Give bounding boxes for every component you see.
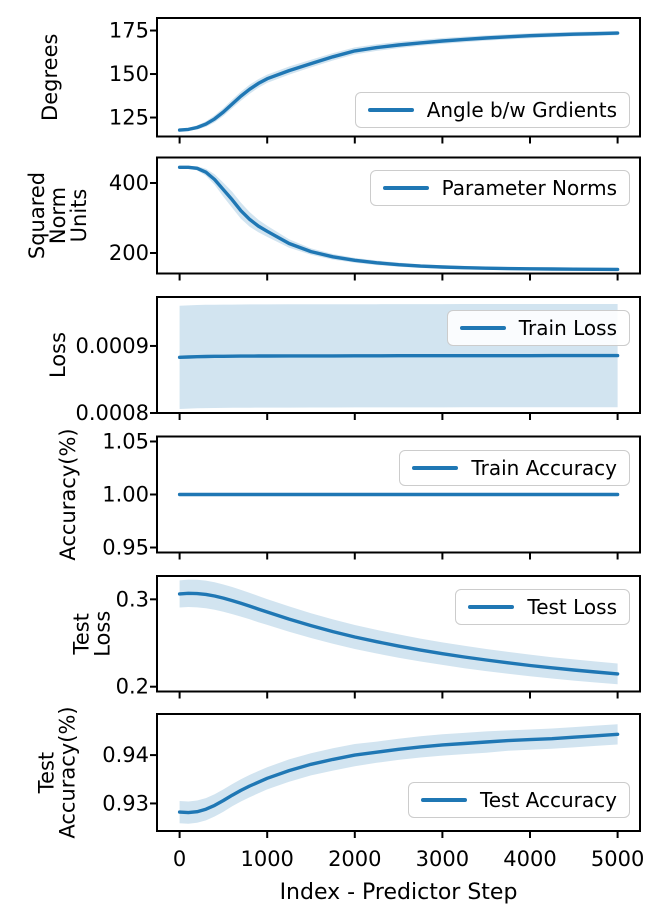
legend-line-swatch bbox=[367, 108, 414, 112]
y-axis-label: Loss bbox=[46, 332, 70, 378]
y-tick-label: 200 bbox=[109, 241, 149, 265]
data-line bbox=[177, 732, 620, 815]
subplot-frame bbox=[156, 575, 641, 693]
subplot-frame bbox=[156, 713, 641, 832]
y-axis-label: TestAccuracy(%) bbox=[35, 706, 80, 838]
y-tick-label: 0.3 bbox=[116, 587, 149, 611]
y-axis-label: Accuracy(%) bbox=[56, 428, 80, 560]
legend-line-swatch bbox=[459, 326, 506, 330]
x-tick-label: 3000 bbox=[416, 847, 469, 871]
x-tick-label: 1000 bbox=[240, 847, 293, 871]
subplot-angle-between-gradients: 125 150 175 Degrees bbox=[38, 17, 641, 144]
x-tick-label: 5000 bbox=[591, 847, 644, 871]
data-line bbox=[177, 31, 620, 132]
legend-line-swatch bbox=[420, 798, 467, 802]
data-line bbox=[177, 591, 620, 676]
y-tick-label: 0.95 bbox=[102, 536, 149, 560]
legend-label: Train Loss bbox=[518, 316, 617, 340]
subplot-frame bbox=[156, 156, 641, 275]
subplot-parameter-norms: 200 400 SquaredNormUnits bbox=[25, 156, 641, 281]
subplot-frame bbox=[156, 296, 641, 414]
legend-label: Parameter Norms bbox=[441, 176, 617, 200]
legend-angle-gradients: Angle b/w Grdients bbox=[354, 92, 630, 128]
legend-label: Test Accuracy bbox=[479, 788, 617, 812]
x-tick-label: 2000 bbox=[328, 847, 381, 871]
y-tick-label: 150 bbox=[109, 62, 149, 86]
legend-label: Train Accuracy bbox=[471, 456, 617, 480]
legend-test-loss: Test Loss bbox=[455, 589, 630, 625]
legend-parameter-norms: Parameter Norms bbox=[369, 170, 630, 206]
legend-label: Test Loss bbox=[527, 595, 617, 619]
y-tick-label: 1.00 bbox=[102, 483, 149, 507]
legend-line-swatch bbox=[412, 466, 459, 470]
y-tick-label: 0.2 bbox=[116, 675, 149, 699]
confidence-band bbox=[179, 579, 618, 685]
legend-test-accuracy: Test Accuracy bbox=[407, 782, 630, 818]
y-tick-label: 0.0009 bbox=[76, 334, 149, 358]
y-axis-label: Degrees bbox=[38, 34, 62, 121]
legend-train-accuracy: Train Accuracy bbox=[399, 450, 630, 486]
subplot-test-accuracy: 0.93 0.94 TestAccuracy(%) bbox=[35, 706, 641, 839]
confidence-band bbox=[179, 31, 618, 132]
y-tick-label: 0.94 bbox=[102, 743, 149, 767]
subplot-frame bbox=[156, 17, 641, 138]
y-tick-label: 0.0008 bbox=[76, 401, 149, 425]
data-line bbox=[177, 353, 620, 359]
x-tick-label: 4000 bbox=[503, 847, 556, 871]
confidence-band bbox=[179, 724, 618, 824]
y-tick-label: 0.93 bbox=[102, 791, 149, 815]
legend-label: Angle b/w Grdients bbox=[426, 98, 617, 122]
y-axis-label: TestLoss bbox=[70, 611, 115, 657]
legend-line-swatch bbox=[382, 186, 429, 190]
y-tick-label: 175 bbox=[109, 19, 149, 43]
x-tick-label: 0 bbox=[173, 847, 186, 871]
subplot-train-accuracy: 0.95 1.00 1.05 Accuracy(%) bbox=[56, 428, 641, 561]
y-tick-label: 125 bbox=[109, 106, 149, 130]
y-tick-label: 400 bbox=[109, 171, 149, 195]
legend-train-loss: Train Loss bbox=[446, 310, 630, 346]
legend-line-swatch bbox=[468, 605, 515, 609]
y-axis-label: SquaredNormUnits bbox=[25, 172, 91, 259]
x-axis-label: Index - Predictor Step bbox=[280, 880, 518, 905]
data-line bbox=[177, 165, 620, 272]
y-tick-label: 1.05 bbox=[102, 429, 149, 453]
